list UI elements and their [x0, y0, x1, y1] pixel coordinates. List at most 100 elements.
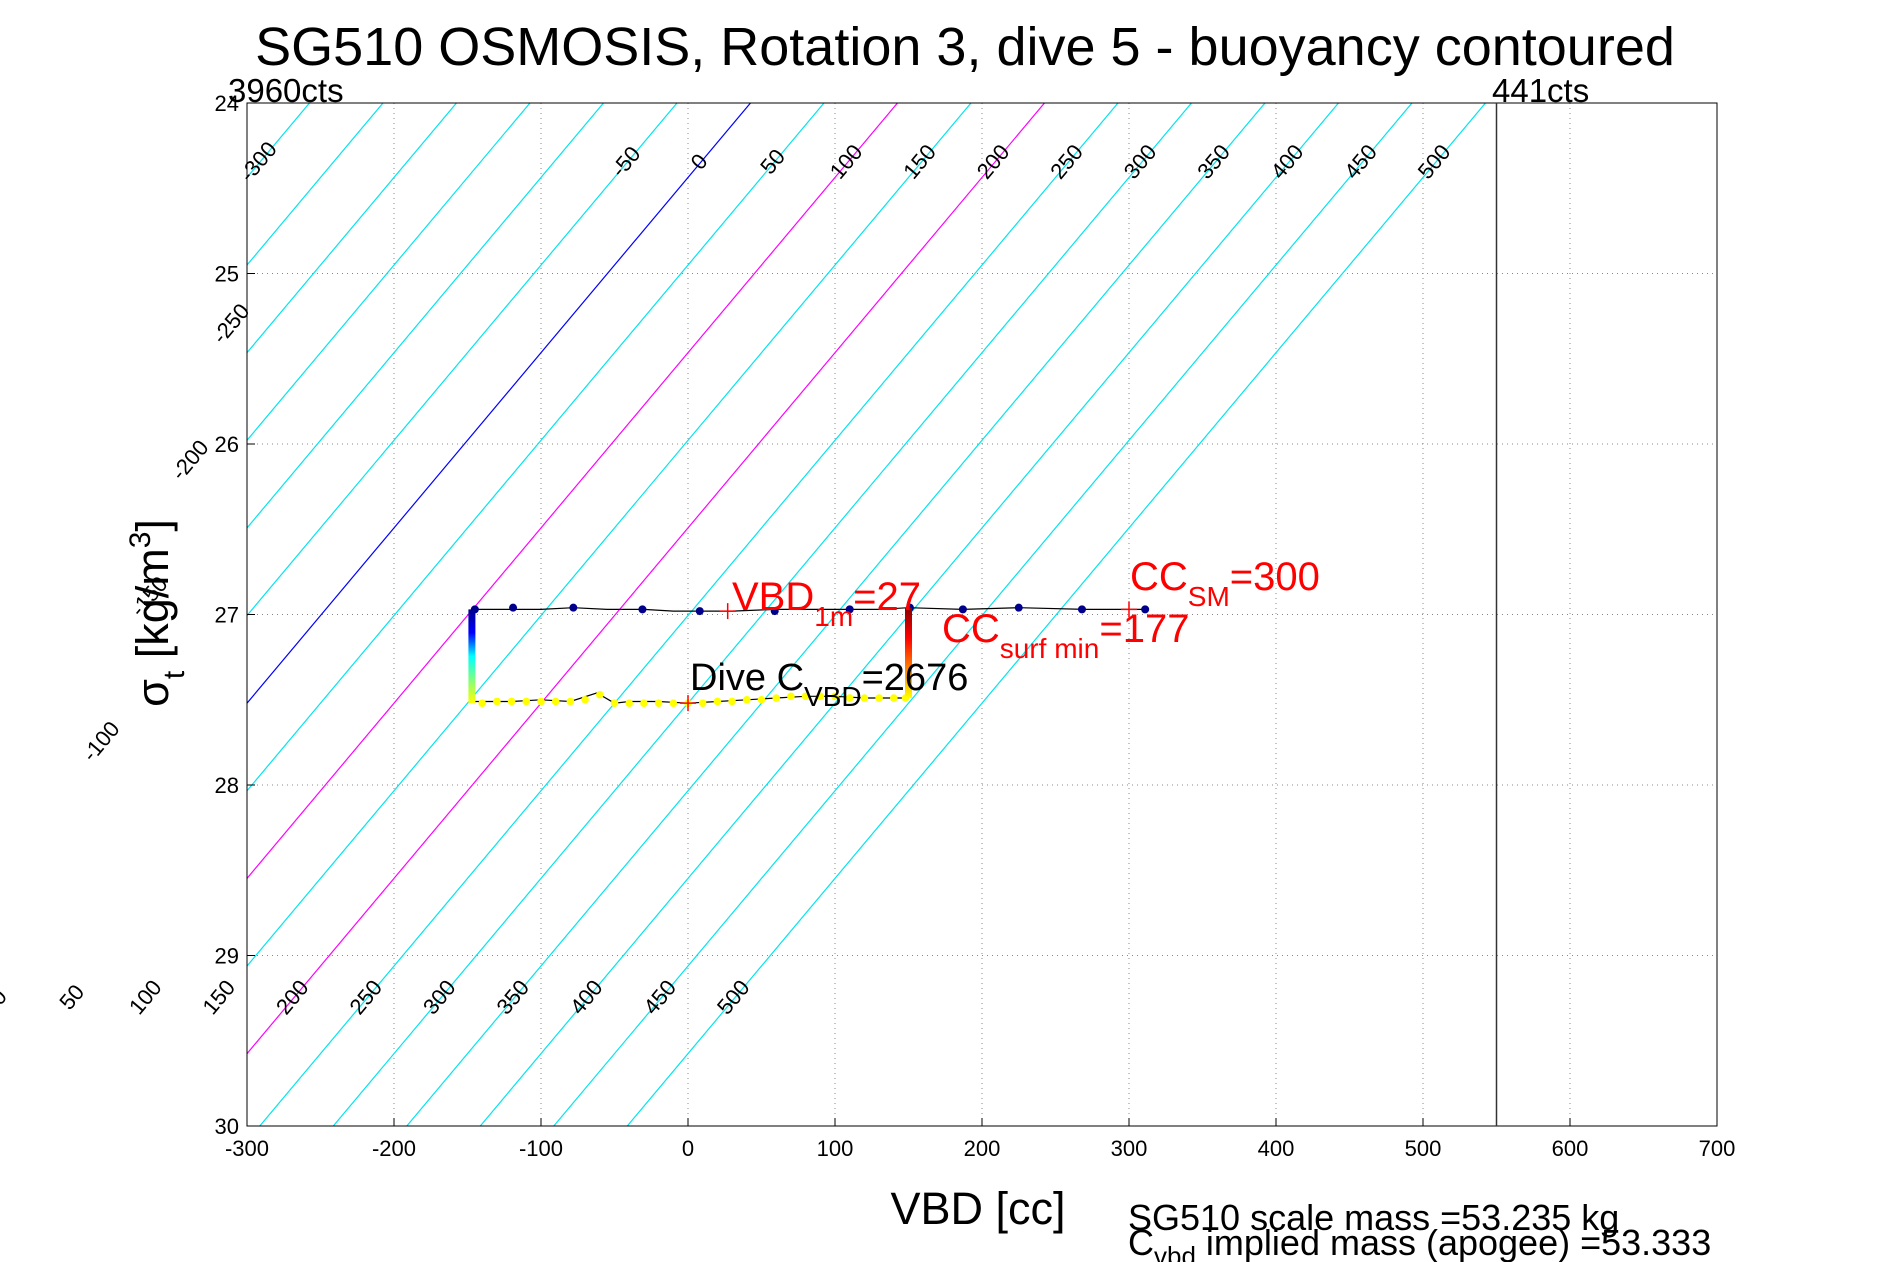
dive-point [713, 697, 722, 706]
x-tick-label: 100 [817, 1136, 854, 1161]
y-tick-label: 30 [215, 1114, 239, 1139]
contour-line [247, 103, 604, 529]
x-tick-label: 400 [1258, 1136, 1295, 1161]
climb-point [695, 607, 704, 616]
x-tick-label: 0 [682, 1136, 694, 1161]
x-tick-label: 500 [1405, 1136, 1442, 1161]
dive-point [845, 694, 854, 702]
contour-line [259, 103, 1119, 1126]
contour-line [247, 103, 825, 792]
dive-point [640, 699, 648, 707]
vertical-colored-segment [905, 607, 912, 699]
y-label-end: ] [127, 519, 178, 532]
x-tick-label: -300 [225, 1136, 269, 1161]
dive-point [875, 694, 883, 702]
climb-point [1014, 603, 1023, 612]
contour-line [247, 103, 531, 442]
annotation-cc-sm: CCSM=300 [1130, 555, 1320, 612]
dive-point [728, 697, 736, 706]
x-tick-label: 600 [1552, 1136, 1589, 1161]
x-tick-label: 200 [964, 1136, 1001, 1161]
grid [247, 103, 1717, 1126]
chart-title: SG510 OSMOSIS, Rotation 3, dive 5 - buoy… [255, 17, 1675, 77]
corner-label-left: 3960cts [228, 72, 344, 109]
contour-label: -100 [77, 716, 124, 766]
dive-point [522, 697, 531, 706]
contour-line [247, 103, 1045, 1055]
footer-scale-mass: SG510 scale mass =53.235 kg [1128, 1197, 1619, 1238]
contour-line [247, 103, 457, 354]
y-tick-label: 27 [215, 603, 239, 628]
contour-line [247, 103, 898, 880]
y-tick-label: 29 [215, 944, 239, 969]
climb-point [569, 603, 578, 612]
contour-label: 150 [197, 975, 240, 1019]
dive-point [698, 699, 707, 707]
dive-point [890, 694, 898, 702]
dive-point [507, 697, 516, 706]
dive-point [831, 692, 839, 701]
contour-line [247, 103, 678, 617]
tick-labels: -300 -200 -100 0 100 200 300 400 500 600 700 24 25 26… [215, 91, 1736, 1161]
y-tick-label: 28 [215, 773, 239, 798]
contour-line [247, 103, 751, 705]
dive-point [610, 699, 619, 707]
climb-point [638, 605, 647, 614]
vertical-colored-segment [468, 609, 476, 704]
contour-line [553, 103, 1413, 1126]
dive-point [625, 699, 633, 707]
dive-point [566, 697, 575, 706]
annotation-vbd-1m: VBD1m=27 [732, 575, 921, 632]
contour-line [626, 103, 1486, 1126]
x-tick-label: -100 [519, 1136, 563, 1161]
dive-point [596, 690, 604, 699]
footer-implied-mass: Cvbd implied mass (apogee) =53.333 [1128, 1222, 1711, 1262]
contour-label: 50 [54, 980, 89, 1015]
dive-point [581, 695, 589, 704]
y-tick-label: 25 [215, 262, 239, 287]
dive-point [787, 692, 795, 701]
y-tick-label: 26 [215, 432, 239, 457]
dive-point [816, 692, 825, 701]
contour-line [247, 103, 384, 267]
climb-point [509, 603, 518, 612]
dive-point [772, 694, 780, 702]
buoyancy-contours [247, 103, 1486, 1126]
contour-label: 0 [0, 984, 12, 1009]
plus-marker [719, 603, 736, 620]
dive-point [654, 699, 663, 707]
contour-label: 100 [124, 975, 167, 1019]
x-axis-label: VBD [cc] [890, 1183, 1065, 1234]
y-tick-label: 24 [215, 91, 239, 116]
y-label-sigma: σ [127, 679, 178, 707]
dive-point [743, 695, 751, 704]
y-label-main: [kg/m [127, 548, 178, 671]
annotation-cc-surf-min: CCsurf min=177 [942, 607, 1189, 664]
dive-point [757, 695, 766, 704]
y-label-sub: t [158, 670, 191, 679]
y-axis-label: σt [kg/m3] [124, 519, 191, 707]
dive-point [537, 697, 545, 706]
dive-point [551, 697, 560, 706]
climb-point [1141, 605, 1150, 614]
data-series [468, 601, 1150, 712]
x-tick-label: 700 [1699, 1136, 1736, 1161]
contour-line [247, 103, 972, 967]
contour-line [332, 103, 1192, 1126]
dive-point [669, 699, 678, 707]
climb-point [1077, 605, 1086, 614]
annotation-dive-cvbd: Dive CVBD=2676 [690, 657, 968, 712]
x-tick-label: 300 [1111, 1136, 1148, 1161]
corner-label-right: 441cts [1492, 72, 1589, 109]
y-label-sup: 3 [124, 532, 157, 549]
plus-marker [1121, 601, 1137, 618]
dive-point [478, 699, 487, 707]
dive-point [493, 697, 501, 706]
dive-point [801, 692, 810, 701]
dive-point [860, 694, 869, 702]
contour-line [406, 103, 1266, 1126]
contour-label: -200 [166, 435, 213, 485]
climb-point [845, 605, 854, 614]
climb-point [770, 607, 779, 616]
